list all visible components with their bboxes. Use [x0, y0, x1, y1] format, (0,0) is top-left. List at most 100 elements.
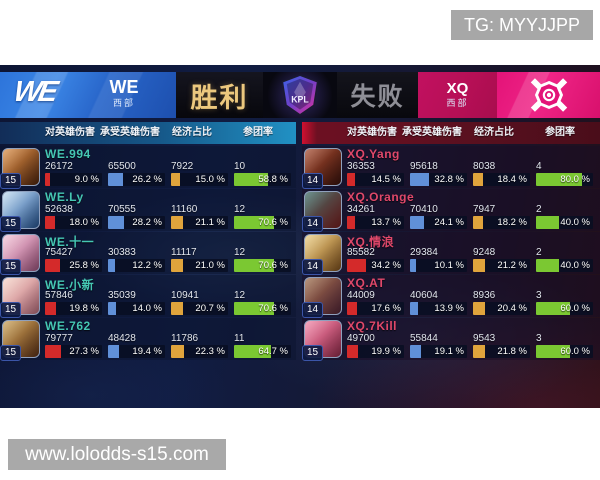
stat-cell: 12 70.6 % — [234, 204, 294, 229]
stat-bar-fill — [234, 302, 275, 315]
kpl-segment: KPL — [263, 72, 337, 118]
stat-bar-fill — [171, 216, 184, 229]
hero-avatar[interactable]: 15 — [0, 320, 40, 361]
stat-percent: 19.9 % — [371, 346, 401, 357]
stat-percent: 21.2 % — [497, 260, 527, 271]
hero-avatar[interactable]: 15 — [302, 320, 342, 361]
stat-percent: 22.3 % — [195, 346, 225, 357]
xq-players-table: 14 XQ.Yang 36353 14.5 % 95618 32.8 % 8038 18.4 … — [302, 146, 600, 361]
right-team-name: XQ — [446, 80, 469, 97]
stat-value: 70555 — [108, 204, 136, 215]
level-badge: 15 — [0, 173, 22, 189]
stat-bar-fill — [347, 302, 358, 315]
stat-bar: 14.0 % — [108, 302, 165, 315]
hero-avatar[interactable]: 15 — [0, 277, 40, 318]
stat-value: 95618 — [410, 161, 438, 172]
stat-percent: 24.1 % — [434, 217, 464, 228]
stat-bar-fill — [108, 345, 120, 358]
stat-bar: 60.0 % — [536, 302, 593, 315]
hero-avatar[interactable]: 15 — [0, 148, 40, 189]
stat-percent: 70.6 % — [258, 303, 288, 314]
stat-value: 11 — [234, 333, 245, 344]
stat-bar-fill — [410, 345, 421, 358]
stat-cell: 85582 34.2 % — [347, 247, 407, 272]
hero-avatar[interactable]: 14 — [302, 234, 342, 275]
stat-bar-fill — [171, 302, 183, 315]
we-team-logo[interactable]: WE — [11, 76, 58, 108]
stat-bar-fill — [45, 173, 51, 186]
stat-bar-fill — [473, 216, 484, 229]
player-name: WE.Ly — [45, 190, 84, 204]
stat-value: 3 — [536, 290, 542, 301]
hero-avatar[interactable]: 14 — [302, 277, 342, 318]
stat-cell: 12 70.6 % — [234, 247, 294, 272]
stat-cell: 35039 14.0 % — [108, 290, 168, 315]
hero-avatar[interactable]: 14 — [302, 191, 342, 232]
hero-avatar[interactable]: 15 — [0, 234, 40, 275]
stat-bar: 18.0 % — [45, 216, 102, 229]
watermark-url: www.lolodds-s15.com — [8, 439, 226, 470]
stat-value: 4 — [536, 161, 542, 172]
stat-bar-fill — [45, 302, 57, 315]
level-badge: 15 — [302, 345, 324, 361]
stat-bar-fill — [171, 259, 183, 272]
stat-bar: 21.0 % — [171, 259, 228, 272]
stat-bar-fill — [536, 216, 559, 229]
stat-percent: 58.8 % — [258, 174, 288, 185]
stat-value: 2 — [536, 247, 542, 258]
stat-bar: 19.4 % — [108, 345, 165, 358]
stat-bar: 13.9 % — [410, 302, 467, 315]
stat-cell: 11 64.7 % — [234, 333, 294, 358]
stat-cell: 70555 28.2 % — [108, 204, 168, 229]
hero-avatar[interactable]: 15 — [0, 191, 40, 232]
stat-value: 36353 — [347, 161, 375, 172]
stat-value: 75427 — [45, 247, 73, 258]
level-badge: 14 — [302, 216, 324, 232]
stat-bar: 26.2 % — [108, 173, 165, 186]
stat-cell: 30383 12.2 % — [108, 247, 168, 272]
stat-value: 2 — [536, 204, 542, 215]
xq-team-segment: XQ 西部 — [418, 72, 497, 118]
stat-cell: 12 70.6 % — [234, 290, 294, 315]
stat-cell: 10941 20.7 % — [171, 290, 231, 315]
stat-bar-fill — [536, 259, 559, 272]
stat-percent: 13.9 % — [434, 303, 464, 314]
stat-bar-fill — [473, 259, 486, 272]
svg-text:KPL: KPL — [291, 94, 309, 104]
stat-value: 11786 — [171, 333, 199, 344]
stat-value: 8038 — [473, 161, 496, 172]
stat-percent: 25.8 % — [69, 260, 99, 271]
stat-cell: 2 40.0 % — [536, 204, 596, 229]
stat-bar: 22.3 % — [171, 345, 228, 358]
stat-percent: 19.8 % — [69, 303, 99, 314]
stat-bar: 17.6 % — [347, 302, 404, 315]
hero-avatar[interactable]: 14 — [302, 148, 342, 189]
stat-cell: 40604 13.9 % — [410, 290, 470, 315]
stat-bar-fill — [234, 259, 275, 272]
column-header: 经济占比 — [172, 127, 212, 138]
stat-cell: 36353 14.5 % — [347, 161, 407, 186]
stat-value: 10941 — [171, 290, 199, 301]
stat-value: 40604 — [410, 290, 438, 301]
player-name: XQ.情浪 — [347, 235, 395, 249]
stat-bar: 14.5 % — [347, 173, 404, 186]
player-stats: 57846 19.8 % 35039 14.0 % 10941 20.7 % 12 70.6 … — [45, 290, 297, 315]
column-header: 对英雄伤害 — [45, 127, 95, 138]
player-row: 15 WE.十一 75427 25.8 % 30383 12.2 % 11117 21.0 %… — [0, 232, 296, 275]
defeat-segment: 失败 — [337, 72, 418, 118]
victory-label: 胜利 — [190, 82, 249, 113]
player-name: WE.十一 — [45, 235, 95, 249]
stat-bar: 25.8 % — [45, 259, 102, 272]
player-stats: 36353 14.5 % 95618 32.8 % 8038 18.4 % 4 80.0 % — [347, 161, 599, 186]
stat-bar: 24.1 % — [410, 216, 467, 229]
stat-bar: 28.2 % — [108, 216, 165, 229]
stat-cell: 52638 18.0 % — [45, 204, 105, 229]
stat-bar: 21.1 % — [171, 216, 228, 229]
stat-percent: 18.0 % — [69, 217, 99, 228]
column-header: 承受英雄伤害 — [402, 127, 462, 138]
stat-percent: 17.6 % — [371, 303, 401, 314]
xq-team-logo[interactable] — [527, 73, 571, 117]
stat-cell: 11160 21.1 % — [171, 204, 231, 229]
stat-cell: 49700 19.9 % — [347, 333, 407, 358]
stat-cell: 9248 21.2 % — [473, 247, 533, 272]
